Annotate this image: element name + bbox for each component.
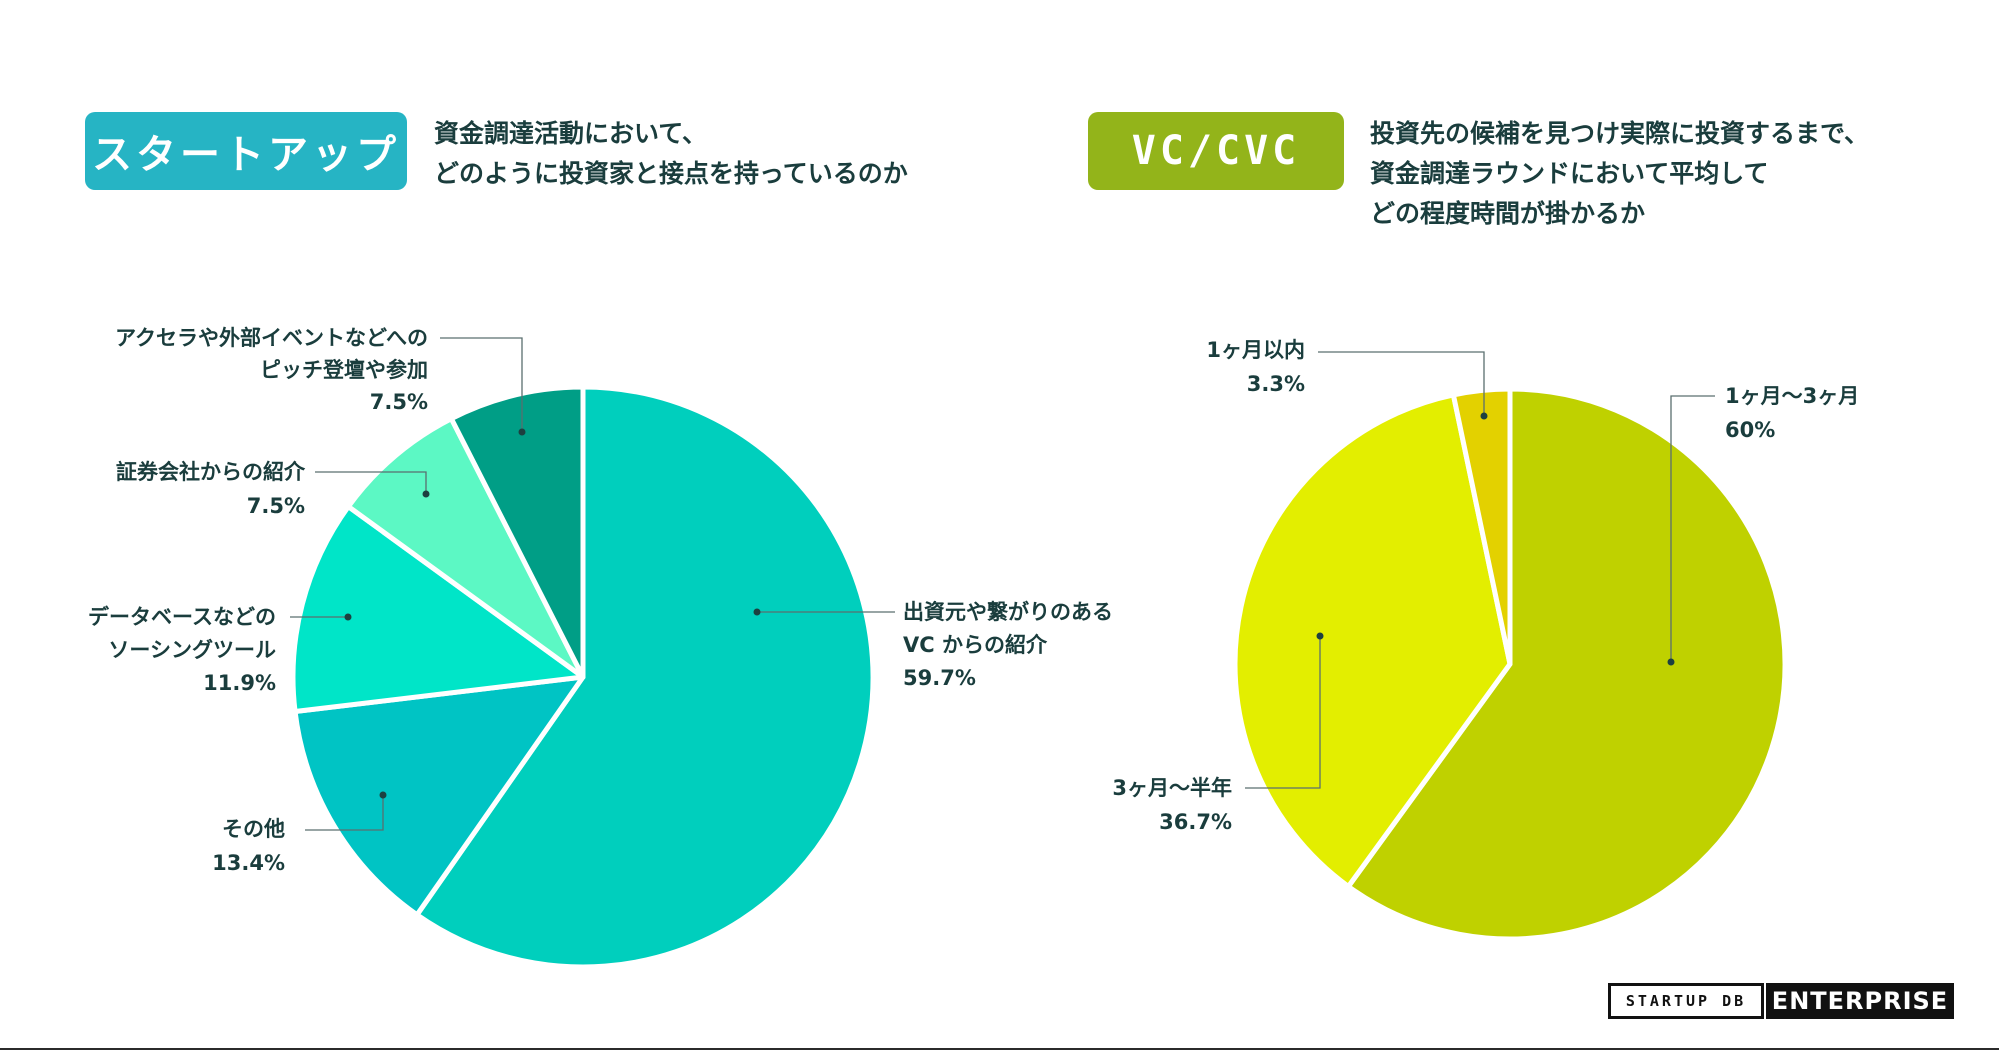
pie1-slice-2: [292, 674, 586, 918]
pie1-category-label-4: 証券会社からの紹介: [116, 460, 306, 484]
pie1-category-label-3: データベースなどの: [88, 605, 276, 629]
pie2-slice-1: [1345, 386, 1788, 942]
pie1-leader-line-5: [440, 337, 523, 432]
pie1-leader-line-4: [315, 471, 427, 494]
enterprise-logo: ENTERPRISE: [1766, 983, 1954, 1019]
pie1-category-label-5: ピッチ登壇や参加: [260, 358, 428, 382]
pie1-value-label-5: 7.5%: [370, 390, 428, 414]
pie1-slice-4: [345, 416, 586, 680]
pie1-leader-dot-4: [422, 490, 430, 498]
pie1-leader-dot-1: [753, 608, 761, 616]
vc-question-line-2: 資金調達ラウンドにおいて平均して: [1370, 159, 1769, 188]
pie2-slice-2: [1232, 392, 1513, 889]
startup-badge: スタートアップ: [85, 112, 407, 190]
pie1-slice-5: [448, 384, 586, 680]
pie1-value-label-4: 7.5%: [247, 494, 305, 518]
pie2-leader-dot-2: [1316, 632, 1324, 640]
pie1-slice-3: [290, 504, 586, 715]
pie2-value-label-3: 3.3%: [1247, 372, 1305, 396]
vc-question: 投資先の候補を見つけ実際に投資するまで、 資金調達ラウンドにおいて平均して どの…: [1370, 114, 1869, 234]
pie1-leader-dot-5: [518, 428, 526, 436]
pie1-category-label-5: アクセラや外部イベントなどへの: [115, 326, 428, 350]
vc-cvc-badge: VC/CVC: [1088, 112, 1344, 190]
startup-db-logo: STARTUP DB: [1608, 983, 1764, 1019]
pie2-leader-line-3: [1318, 351, 1485, 416]
vc-question-line-3: どの程度時間が掛かるか: [1370, 199, 1646, 228]
pie1-leader-dot-3: [344, 613, 352, 621]
startup-question-line-2: どのように投資家と接点を持っているのか: [434, 159, 908, 188]
pie2-value-label-2: 36.7%: [1159, 810, 1232, 834]
startup-question: 資金調達活動において、 どのように投資家と接点を持っているのか: [434, 114, 908, 194]
startup-question-line-1: 資金調達活動において、: [434, 119, 708, 148]
pie1-category-label-2: その他: [222, 817, 285, 841]
pie2-leader-dot-3: [1480, 412, 1488, 420]
pie2-leader-line-1: [1670, 395, 1715, 662]
pie1-value-label-1: 59.7%: [903, 666, 976, 690]
pie2-leader-line-2: [1245, 636, 1321, 789]
bottom-rule: [0, 1048, 1999, 1050]
pie1-leader-line-2: [305, 795, 384, 831]
pie2-category-label-1: 1ヶ月〜3ヶ月: [1725, 384, 1859, 408]
pie1-category-label-3: ソーシングツール: [108, 638, 276, 662]
pie2-category-label-2: 3ヶ月〜半年: [1112, 776, 1232, 800]
pie2-category-label-3: 1ヶ月以内: [1206, 338, 1305, 362]
pie2-slice-3: [1450, 386, 1513, 667]
pie1-leader-dot-2: [379, 791, 387, 799]
pie2-value-label-1: 60%: [1725, 418, 1775, 442]
pie1-slice-1: [414, 384, 876, 970]
pie2-leader-dot-1: [1667, 658, 1675, 666]
vc-question-line-1: 投資先の候補を見つけ実際に投資するまで、: [1370, 119, 1870, 148]
pie1-category-label-1: VC からの紹介: [903, 633, 1048, 657]
pie1-value-label-2: 13.4%: [212, 851, 285, 875]
pie1-category-label-1: 出資元や繋がりのある: [903, 600, 1113, 624]
pie1-value-label-3: 11.9%: [203, 671, 276, 695]
